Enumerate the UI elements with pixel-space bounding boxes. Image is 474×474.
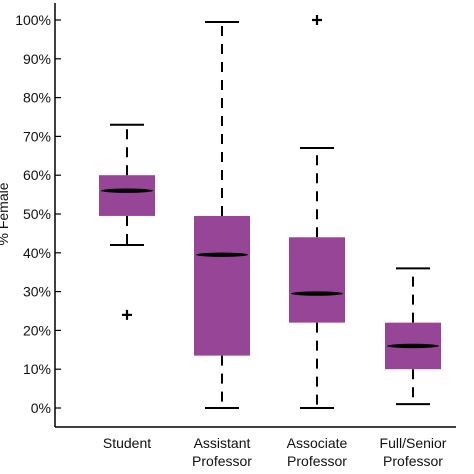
median-line — [291, 291, 343, 296]
box-iqr — [289, 237, 345, 323]
y-tick-label: 60% — [23, 167, 51, 183]
x-category-label: Associate Professor — [287, 435, 348, 469]
y-axis-ticks: 0% 10% 20% 30% 40% 50% 60% 70% 80% 90% 100% — [15, 12, 61, 416]
y-tick-label: 70% — [23, 128, 51, 144]
y-tick-label: 80% — [23, 90, 51, 106]
y-tick-label: 100% — [15, 12, 51, 28]
box-iqr — [99, 175, 155, 216]
box-group — [385, 267, 441, 406]
box-iqr — [194, 215, 250, 356]
y-tick-label: 50% — [23, 206, 51, 222]
y-tick-label: 40% — [23, 245, 51, 261]
median-line — [196, 252, 248, 257]
y-axis-label: % Female — [0, 182, 11, 245]
median-line — [387, 343, 439, 349]
outlier-point — [312, 15, 322, 25]
y-tick-label: 20% — [23, 322, 51, 338]
x-axis-labels: Student Assistant Professor Associate Profes… — [103, 435, 447, 469]
boxes — [99, 15, 441, 409]
y-tick-label: 30% — [23, 284, 51, 300]
outlier-point — [122, 309, 132, 320]
y-tick-label: 10% — [23, 361, 51, 377]
x-category-label: Full/Senior Professor — [380, 435, 447, 469]
box-group — [289, 15, 345, 409]
median-line — [101, 188, 153, 193]
y-tick-label: 90% — [23, 51, 51, 67]
x-category-label: Assistant Professor — [192, 435, 252, 469]
box-group — [99, 123, 155, 320]
box-group — [194, 20, 250, 409]
axes — [54, 3, 456, 428]
y-tick-label: 0% — [31, 400, 51, 416]
x-category-label: Student — [103, 435, 151, 451]
